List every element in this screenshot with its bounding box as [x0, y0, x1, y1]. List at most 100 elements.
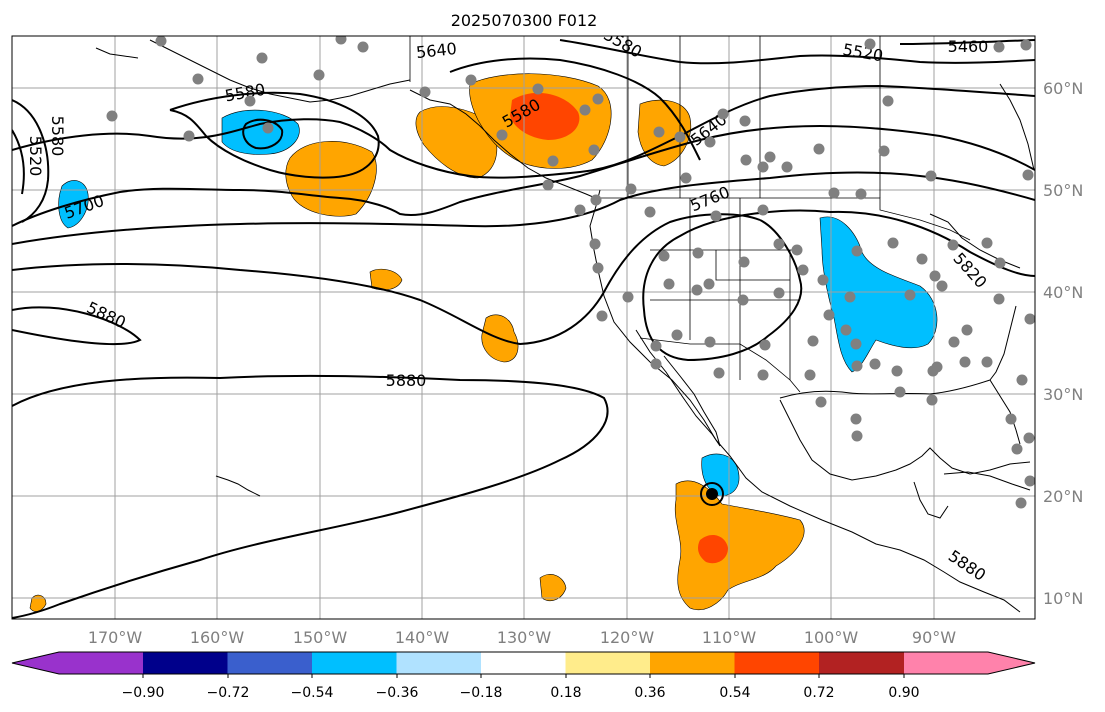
- station-dot: [1024, 475, 1035, 487]
- shade-orange-bc-coast: [415, 106, 498, 179]
- station-dot: [106, 110, 118, 122]
- colorbar-label: −0.18: [460, 685, 503, 701]
- station-dot: [844, 291, 856, 303]
- colorbar-label: 0.72: [803, 685, 834, 701]
- colorbar-label: −0.90: [122, 685, 165, 701]
- colorbar-bin: [143, 652, 228, 674]
- lon-label: 170°W: [88, 628, 143, 647]
- station-dot: [155, 36, 167, 47]
- station-dot: [262, 122, 274, 134]
- coast-hawaii: [215, 475, 261, 497]
- station-dot: [1022, 169, 1034, 181]
- station-dot: [183, 130, 195, 142]
- station-dot: [904, 289, 916, 301]
- shade-red-eastern-pacific: [698, 534, 728, 564]
- station-dot: [878, 145, 890, 157]
- station-dot: [981, 237, 993, 249]
- station-dot: [994, 257, 1006, 269]
- station-dot: [926, 394, 938, 406]
- station-dot: [815, 396, 827, 408]
- station-dot: [663, 278, 675, 290]
- station-dot: [993, 41, 1005, 53]
- contour-5520: [12, 39, 1035, 195]
- colorbar-label: 0.90: [888, 685, 919, 701]
- station-dot: [804, 369, 816, 381]
- lat-label: 60°N: [1043, 79, 1083, 98]
- station-dot: [823, 309, 835, 321]
- station-dot: [622, 291, 634, 303]
- coastlines: [95, 39, 1035, 613]
- map-frame: [11, 35, 1036, 620]
- station-dot: [869, 358, 881, 370]
- station-dot: [357, 41, 369, 53]
- lon-label: 120°W: [600, 628, 655, 647]
- station-dot: [579, 104, 591, 116]
- map-title: 2025070300 F012: [451, 11, 598, 30]
- contour-5820: [642, 209, 1035, 362]
- station-dot: [757, 204, 769, 216]
- station-dot: [704, 336, 716, 348]
- station-dot: [496, 129, 508, 141]
- station-dot: [797, 264, 809, 276]
- colorbar-extend-min: [12, 652, 59, 674]
- station-dots: [106, 36, 1035, 509]
- station-dot: [759, 339, 771, 351]
- colorbar-bin: [312, 652, 397, 674]
- station-dot: [851, 430, 863, 442]
- station-dot: [916, 253, 928, 265]
- contour-5880-east-pacific: [12, 306, 142, 346]
- longitude-labels: 170°W 160°W 150°W 140°W 130°W 120°W 110°…: [88, 628, 956, 647]
- colorbar-label: 0.18: [550, 685, 581, 701]
- colorbar-outline: [11, 651, 1036, 675]
- contour-label-5880-central: 5880: [386, 371, 427, 390]
- coast-cuba: [943, 471, 1031, 491]
- station-dot: [256, 52, 268, 64]
- station-dot: [1016, 374, 1028, 386]
- lat-label: 20°N: [1043, 487, 1083, 506]
- station-dot: [850, 338, 862, 350]
- station-dot: [1020, 39, 1032, 51]
- station-dot: [925, 170, 937, 182]
- station-dot: [807, 335, 819, 347]
- colorbar-bin: [227, 652, 313, 674]
- station-dot: [691, 284, 703, 296]
- colorbar-label: 0.36: [634, 685, 665, 701]
- station-dot: [419, 86, 431, 98]
- station-dot: [959, 356, 971, 368]
- station-dot: [764, 151, 776, 163]
- station-dot: [542, 179, 554, 191]
- contour-5700: [12, 124, 1035, 227]
- station-dot: [855, 188, 867, 200]
- station-dot: [674, 131, 686, 143]
- coast-east-us: [989, 305, 1017, 381]
- station-dot: [840, 324, 852, 336]
- station-dot: [813, 143, 825, 155]
- station-dot: [710, 210, 722, 222]
- station-dot: [931, 361, 943, 373]
- station-dot: [658, 250, 670, 262]
- storm-marker: [700, 482, 724, 506]
- station-dot: [313, 69, 325, 81]
- station-dot: [592, 93, 604, 105]
- station-dot: [773, 287, 785, 299]
- station-dot: [692, 247, 704, 259]
- lon-label: 90°W: [912, 628, 956, 647]
- colorbar-extend-max: [988, 652, 1035, 674]
- colorbar-bin: [904, 652, 989, 674]
- station-dot: [887, 237, 899, 249]
- station-dot: [465, 74, 477, 86]
- contour-5760: [12, 171, 1035, 245]
- colorbar-label: −0.54: [291, 685, 334, 701]
- station-dot: [864, 38, 876, 50]
- station-dot: [532, 83, 544, 95]
- station-dot: [590, 194, 602, 206]
- lon-label: 110°W: [702, 628, 757, 647]
- station-dot: [1023, 432, 1035, 444]
- station-dot: [961, 324, 973, 336]
- colorbar-bin: [565, 652, 651, 674]
- station-dot: [574, 204, 586, 216]
- colorbar-label: 0.54: [719, 685, 750, 701]
- contour-5580-alaska-small: [242, 118, 284, 150]
- station-dot: [781, 161, 793, 173]
